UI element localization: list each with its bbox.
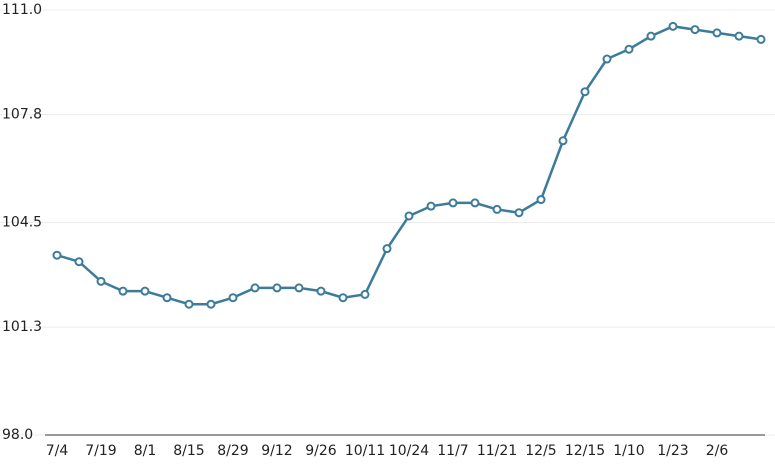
x-tick-label: 8/1 xyxy=(134,443,157,459)
x-tick-label: 1/10 xyxy=(613,443,644,459)
x-tick-label: 12/15 xyxy=(565,443,605,459)
point xyxy=(624,44,634,54)
point xyxy=(448,198,458,208)
point xyxy=(514,208,524,218)
y-tick-label: 101.3 xyxy=(2,319,42,335)
x-tick-label: 8/29 xyxy=(217,443,248,459)
x-tick-label: 11/7 xyxy=(437,443,468,459)
point xyxy=(668,21,678,31)
point xyxy=(338,293,348,303)
x-tick-label: 12/5 xyxy=(525,443,556,459)
line xyxy=(56,25,762,306)
x-tick-label: 2/6 xyxy=(706,443,729,459)
point xyxy=(470,198,480,208)
point xyxy=(294,283,304,293)
point xyxy=(426,201,436,211)
x-tick-label: 9/26 xyxy=(305,443,337,459)
y-tick-label: 98.0 xyxy=(2,427,33,443)
point xyxy=(690,25,700,35)
point xyxy=(536,195,546,205)
y-tick-label: 104.5 xyxy=(2,215,42,231)
point xyxy=(404,211,414,221)
point xyxy=(118,286,128,296)
point xyxy=(756,34,766,44)
x-tick-label: 10/11 xyxy=(345,443,385,459)
x-tick-label: 7/4 xyxy=(46,443,69,459)
y-tick-label: 107.8 xyxy=(2,107,42,123)
point xyxy=(184,299,194,309)
x-tick-label: 8/15 xyxy=(173,443,204,459)
point xyxy=(382,244,392,254)
point xyxy=(712,28,722,38)
point xyxy=(558,136,568,146)
point xyxy=(646,31,656,41)
y-tick-label: 111.0 xyxy=(2,2,42,18)
point xyxy=(96,276,106,286)
point xyxy=(140,286,150,296)
point xyxy=(250,283,260,293)
x-tick-label: 10/24 xyxy=(389,443,429,459)
x-tick-label: 11/21 xyxy=(477,443,517,459)
x-tick-label: 7/19 xyxy=(85,443,116,459)
point xyxy=(492,204,502,214)
point xyxy=(228,293,238,303)
point xyxy=(602,54,612,64)
point xyxy=(734,31,744,41)
point xyxy=(52,250,62,260)
x-tick-label: 1/23 xyxy=(657,443,688,459)
x-tick-label: 9/12 xyxy=(261,443,292,459)
point xyxy=(74,257,84,267)
point xyxy=(206,299,216,309)
point xyxy=(360,289,370,299)
point xyxy=(316,286,326,296)
point xyxy=(162,293,172,303)
point xyxy=(272,283,282,293)
point xyxy=(580,87,590,97)
